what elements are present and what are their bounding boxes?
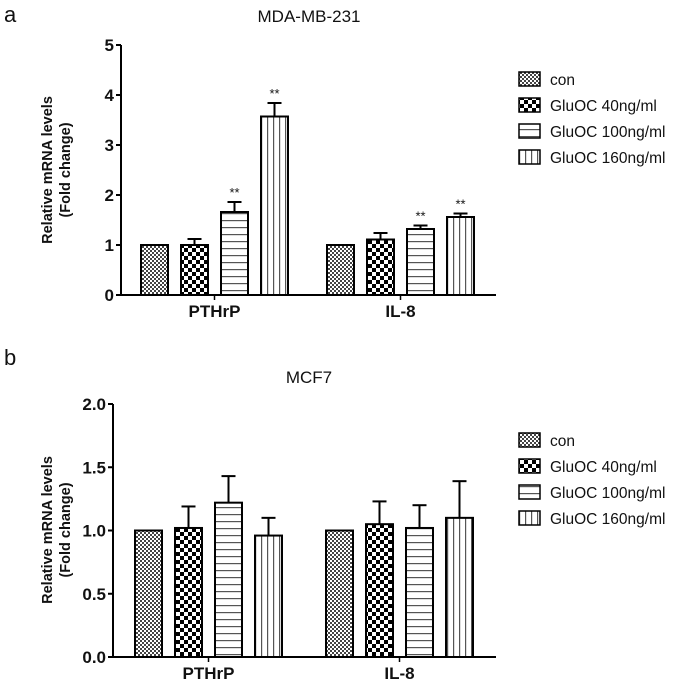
legend-swatch bbox=[518, 149, 541, 165]
significance-label: ** bbox=[455, 197, 465, 212]
y-tick-label: 1.0 bbox=[82, 522, 106, 541]
legend-label: con bbox=[550, 433, 575, 450]
bar bbox=[406, 228, 435, 296]
panel-a: a MDA-MB-231 Relative mRNA levels (Fold … bbox=[4, 2, 665, 321]
bar bbox=[325, 529, 354, 658]
legend-swatch bbox=[518, 484, 541, 500]
bars bbox=[134, 475, 474, 659]
y-axis-label: Relative mRNA levels (Fold change) bbox=[40, 96, 74, 244]
chart-title: MCF7 bbox=[286, 368, 332, 387]
y-tick-label: 4 bbox=[105, 86, 115, 105]
y-tick-label: 3 bbox=[105, 136, 114, 155]
bar bbox=[180, 244, 209, 296]
x-categories: PTHrP IL-8 bbox=[183, 657, 415, 683]
bar bbox=[134, 529, 163, 658]
panel-label-a: a bbox=[4, 2, 17, 27]
bar bbox=[445, 516, 474, 658]
y-tick-label: 2 bbox=[105, 186, 114, 205]
significance-label: ** bbox=[229, 185, 239, 200]
y-axis-label-line1: Relative mRNA levels bbox=[40, 96, 56, 244]
chart-title: MDA-MB-231 bbox=[258, 7, 361, 26]
legend: con GluOC 40ng/ml GluOC 100ng/ml GluOC 160n… bbox=[518, 432, 665, 528]
legend-label: GluOC 160ng/ml bbox=[550, 150, 665, 167]
x-category-label: PTHrP bbox=[183, 664, 235, 683]
bars: ** ** ** ** bbox=[140, 86, 475, 296]
legend-label: GluOC 40ng/ml bbox=[550, 98, 657, 115]
legend: con GluOC 40ng/ml GluOC 100ng/ml GluOC 160n… bbox=[518, 71, 665, 167]
bar bbox=[366, 238, 395, 296]
x-categories: PTHrP IL-8 bbox=[189, 295, 416, 321]
legend-swatch bbox=[518, 71, 541, 87]
legend-swatch bbox=[518, 97, 541, 113]
significance-label: ** bbox=[269, 86, 279, 101]
y-ticks: 0 1 2 3 4 5 bbox=[105, 36, 121, 305]
y-axis-label: Relative mRNA levels (Fold change) bbox=[40, 456, 74, 604]
bar bbox=[326, 244, 355, 296]
legend-swatch bbox=[518, 458, 541, 474]
y-axis-label-line2: (Fold change) bbox=[58, 122, 74, 217]
panel-b: b MCF7 Relative mRNA levels (Fold change… bbox=[4, 345, 665, 683]
y-tick-label: 0.5 bbox=[82, 585, 106, 604]
bar bbox=[140, 244, 169, 296]
legend-label: GluOC 100ng/ml bbox=[550, 124, 665, 141]
x-category-label: IL-8 bbox=[385, 302, 415, 321]
legend-swatch bbox=[518, 510, 541, 526]
y-tick-label: 5 bbox=[105, 36, 114, 55]
bar bbox=[260, 115, 289, 296]
y-tick-label: 1 bbox=[105, 236, 114, 255]
bar bbox=[254, 534, 283, 658]
panel-label-b: b bbox=[4, 345, 16, 370]
bar bbox=[220, 211, 249, 296]
axes bbox=[120, 45, 496, 296]
x-category-label: IL-8 bbox=[384, 664, 414, 683]
significance-label: ** bbox=[415, 209, 425, 224]
y-tick-label: 0.0 bbox=[82, 648, 106, 667]
y-axis-label-line2: (Fold change) bbox=[58, 482, 74, 577]
legend-label: con bbox=[550, 72, 575, 89]
legend-swatch bbox=[518, 432, 541, 448]
y-tick-label: 0 bbox=[105, 286, 114, 305]
bar bbox=[365, 523, 394, 658]
bar bbox=[214, 501, 243, 659]
axes bbox=[112, 404, 496, 658]
legend-label: GluOC 160ng/ml bbox=[550, 511, 665, 528]
legend-swatch bbox=[518, 123, 541, 139]
y-tick-label: 1.5 bbox=[82, 458, 106, 477]
x-category-label: PTHrP bbox=[189, 302, 241, 321]
y-ticks: 0.0 0.5 1.0 1.5 2.0 bbox=[82, 395, 113, 667]
bar bbox=[405, 526, 434, 658]
legend-label: GluOC 40ng/ml bbox=[550, 459, 657, 476]
legend-label: GluOC 100ng/ml bbox=[550, 485, 665, 502]
y-tick-label: 2.0 bbox=[82, 395, 106, 414]
bar bbox=[174, 526, 203, 658]
y-axis-label-line1: Relative mRNA levels bbox=[40, 456, 56, 604]
bar bbox=[446, 216, 475, 296]
